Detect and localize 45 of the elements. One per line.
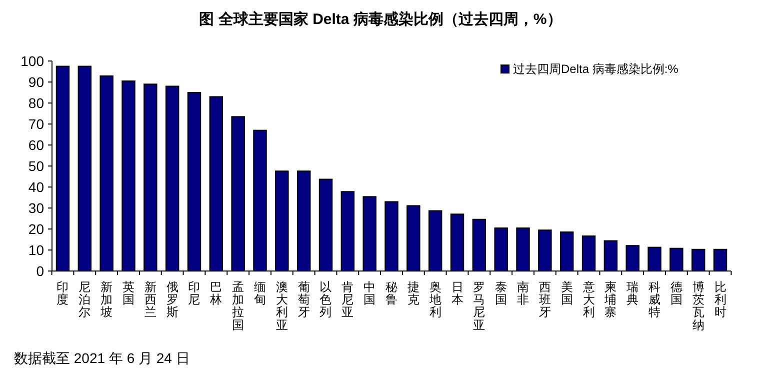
y-tick-label: 20: [28, 220, 44, 237]
x-tick-label: 奥地利: [428, 280, 442, 320]
x-tick-label: 捷克: [407, 280, 420, 307]
x-tick-label: 尼泊尔: [78, 280, 91, 320]
x-tick-label: 博茨瓦纳: [692, 280, 704, 332]
x-tick-label: 泰国: [495, 280, 508, 307]
y-tick-label: 0: [36, 262, 44, 279]
x-tick-label: 瑞典: [626, 280, 639, 307]
x-tick-label: 新加坡: [100, 280, 113, 320]
x-tick-label: 德国: [670, 280, 682, 307]
x-tick-label: 科威特: [648, 280, 661, 320]
y-tick-label: 80: [28, 94, 44, 111]
legend-label: 过去四周Delta 病毒感染比例:%: [513, 62, 679, 76]
y-tick-label: 40: [28, 178, 44, 195]
x-tick-label: 巴林: [209, 280, 222, 307]
x-tick-label: 日本: [451, 280, 464, 307]
x-tick-label: 缅甸: [254, 280, 266, 307]
x-tick-label: 罗马尼亚: [473, 280, 486, 332]
x-tick-label: 肯尼亚: [342, 280, 354, 320]
y-tick-label: 60: [28, 136, 44, 153]
x-tick-label: 比利时: [714, 280, 726, 320]
y-tick-label: 90: [28, 74, 44, 90]
x-tick-label: 印度: [56, 280, 69, 307]
y-tick-label: 30: [28, 200, 44, 216]
x-tick-label: 美国: [560, 280, 573, 307]
x-tick-label: 柬埔寨: [604, 280, 617, 320]
y-tick-label: 10: [28, 242, 44, 258]
x-tick-label: 印尼: [188, 280, 200, 307]
x-tick-label: 葡萄牙: [298, 280, 310, 320]
x-tick-label: 孟加拉国: [232, 280, 244, 332]
y-tick-label: 70: [28, 116, 44, 132]
x-tick-label: 秘鲁: [386, 280, 398, 307]
x-tick-label: 新西兰: [144, 280, 156, 320]
x-tick-label: 意大利: [582, 280, 595, 320]
x-tick-label: 南非: [517, 280, 530, 307]
x-tick-label: 中国: [364, 280, 376, 307]
chart-title: 图 全球主要国家 Delta 病毒感染比例（过去四周，%）: [199, 10, 562, 28]
x-tick-label: 俄罗斯: [166, 280, 178, 320]
x-tick-label: 澳大利亚: [276, 280, 288, 332]
y-tick-label: 100: [20, 52, 44, 69]
x-tick-label: 以色列: [320, 280, 332, 320]
x-tick-label: 西班牙: [538, 280, 551, 320]
y-tick-label: 50: [28, 158, 44, 174]
text: 数据截至 2021 年 6 月 24 日: [14, 350, 190, 366]
x-tick-label: 英国: [122, 280, 134, 307]
